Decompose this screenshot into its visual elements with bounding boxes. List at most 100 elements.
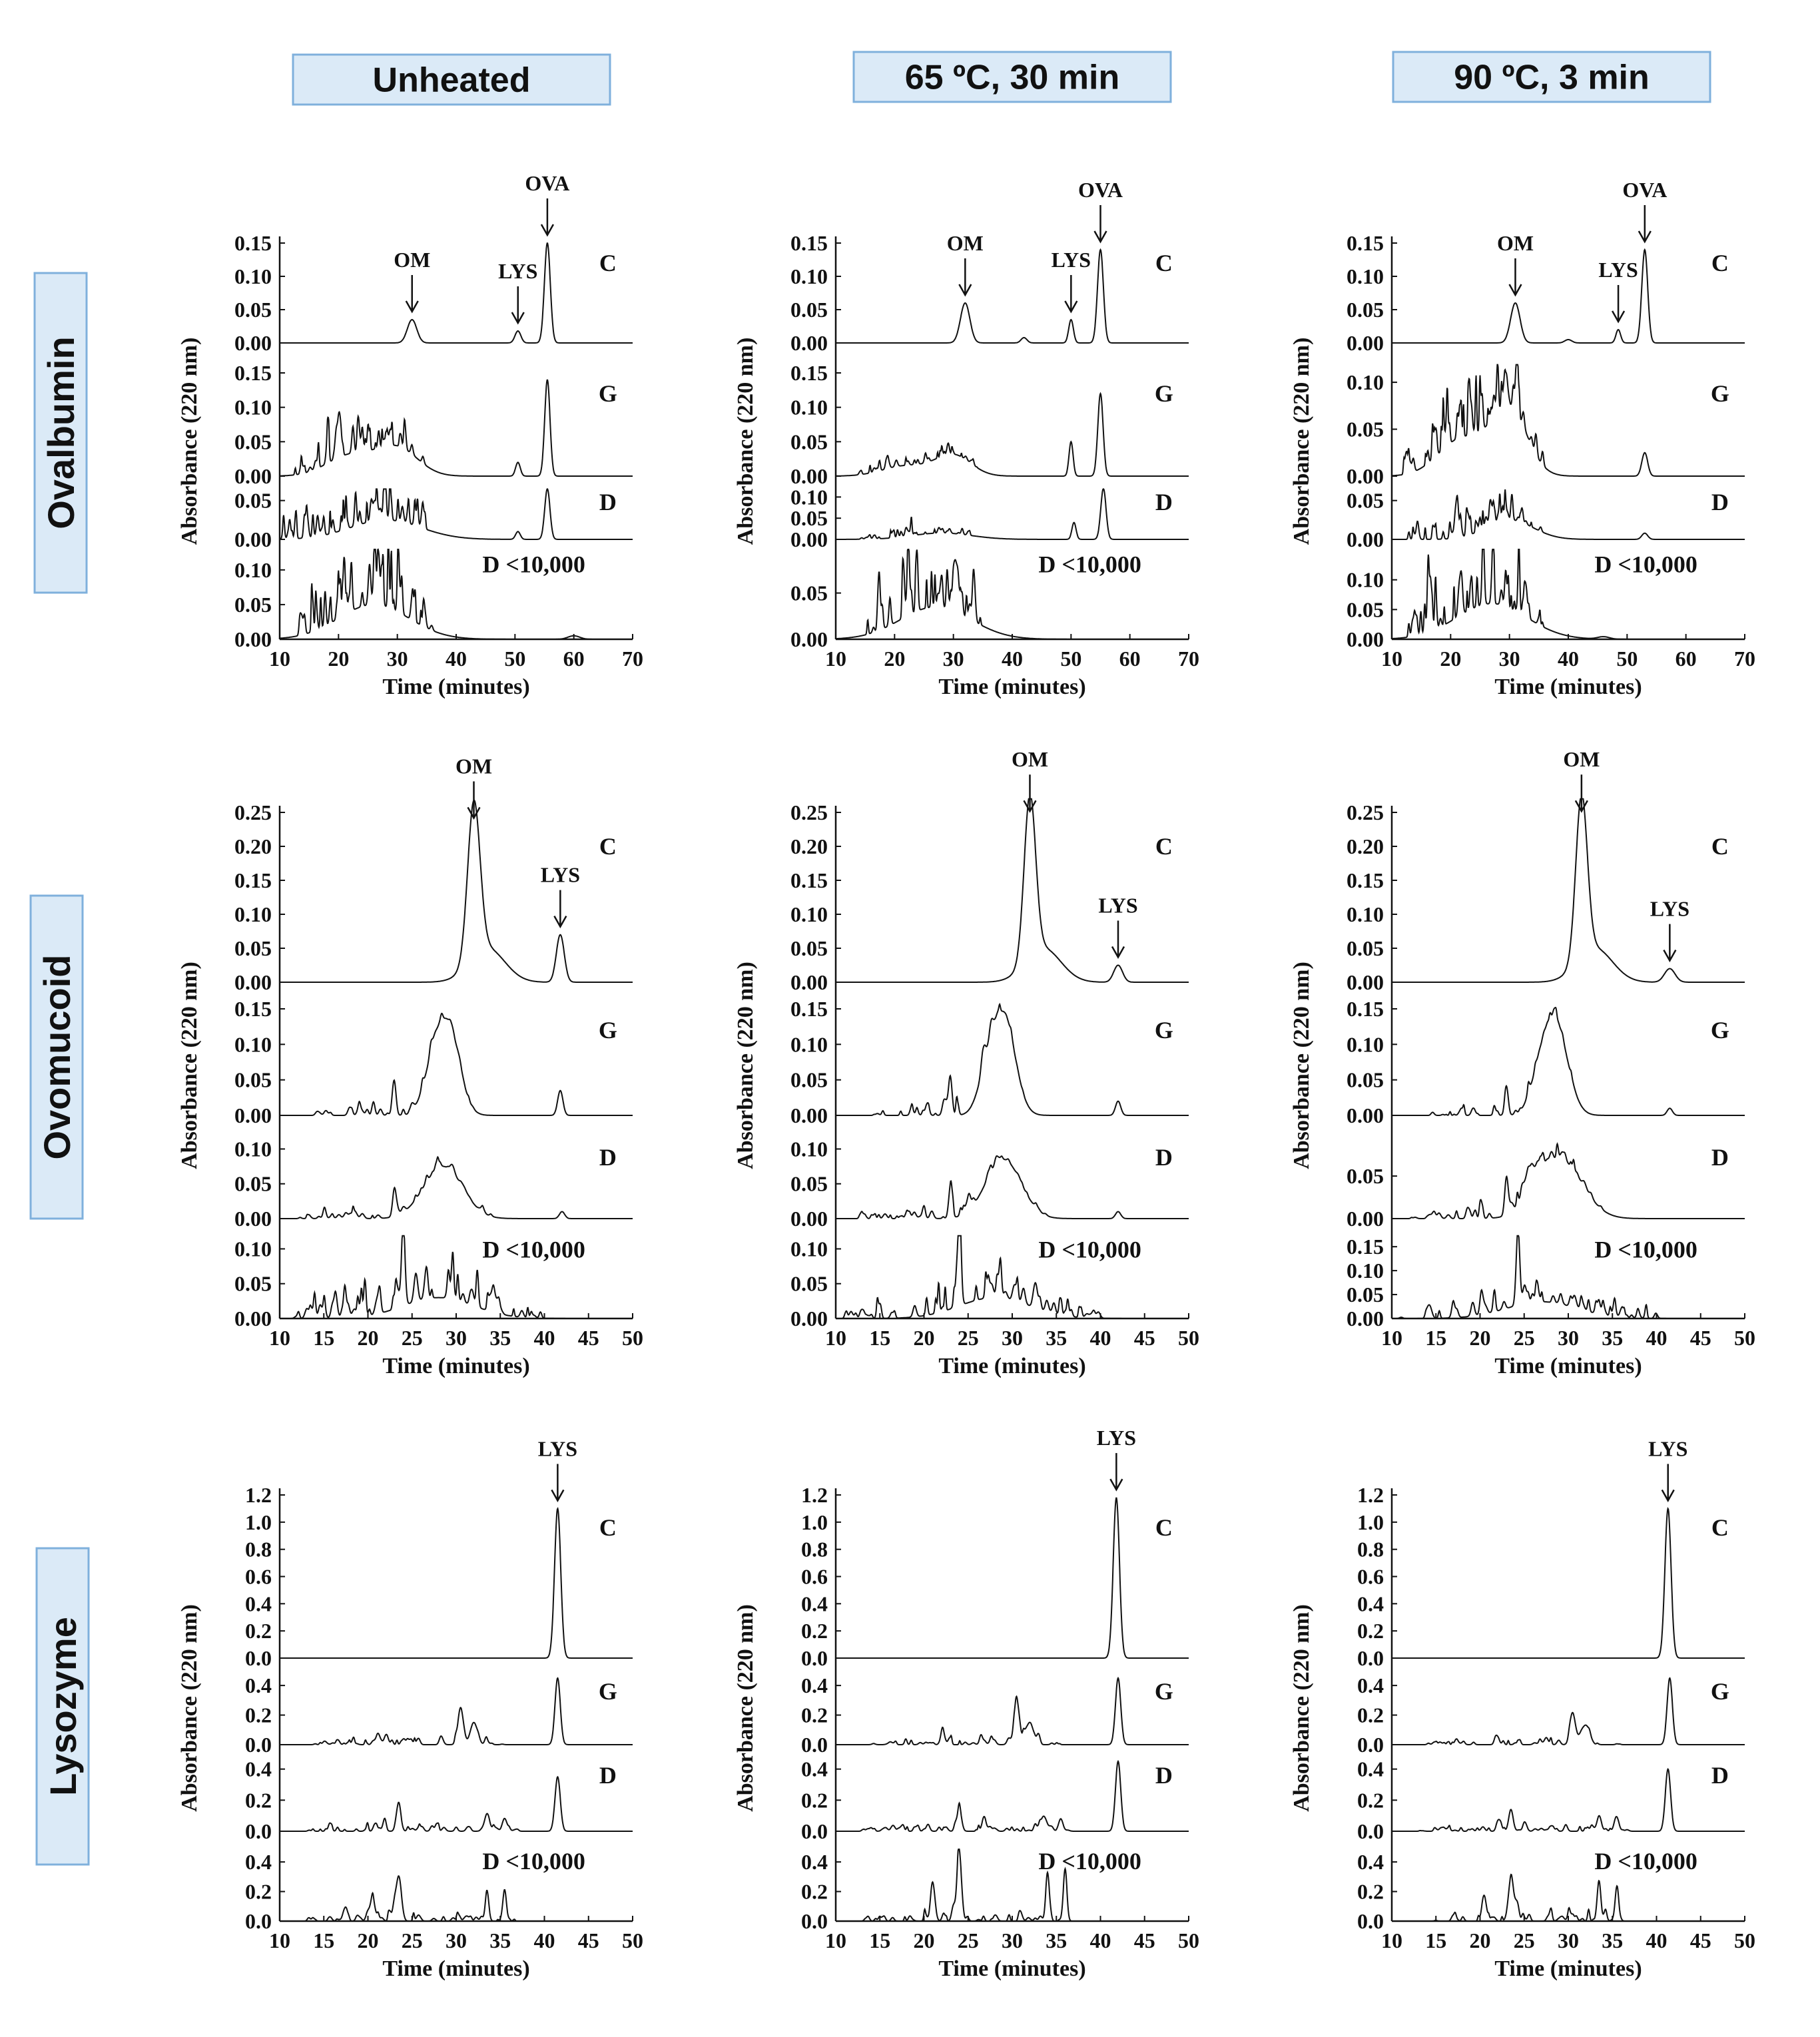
y-tick-label: 0.0 — [245, 1733, 272, 1757]
x-tick-label: 30 — [446, 1326, 467, 1350]
y-tick-label: 0.05 — [1347, 489, 1384, 513]
x-tick-label: 50 — [1178, 1326, 1199, 1350]
x-tick-label: 40 — [534, 1928, 555, 1952]
x-tick-label: 20 — [328, 647, 349, 671]
y-tick-label: 0.2 — [245, 1703, 272, 1727]
y-tick-label: 0.0 — [1357, 1819, 1384, 1843]
chromatogram-panel: 10 15 20 25 30 35 40 45 50 Time (minutes) Absorban… — [177, 754, 643, 1378]
trace: 0.15 0.10 0.05 0.00 C — [790, 231, 1189, 355]
trace-line — [280, 242, 633, 344]
trace-label: G — [599, 380, 617, 407]
x-tick-label: 25 — [402, 1928, 423, 1952]
y-tick-label: 0.0 — [1357, 1733, 1384, 1757]
y-tick-label: 0.0 — [801, 1733, 828, 1757]
trace-line — [836, 1849, 1189, 1922]
y-tick-label: 0.10 — [1347, 568, 1384, 592]
y-tick-label: 0.8 — [245, 1538, 272, 1562]
y-tick-label: 0.00 — [1347, 527, 1384, 551]
x-tick-label: 30 — [1002, 1326, 1023, 1350]
y-tick-label: 0.0 — [1357, 1646, 1384, 1670]
y-tick-label: 0.05 — [790, 1172, 828, 1196]
y-tick-label: 0.15 — [1347, 868, 1384, 892]
arrow-down-icon — [1574, 800, 1588, 813]
y-tick-label: 0.4 — [801, 1850, 828, 1874]
trace-line — [1392, 1142, 1745, 1219]
x-tick-label: 10 — [825, 1326, 846, 1350]
y-tick-label: 0.15 — [234, 997, 272, 1021]
x-tick-label: 45 — [1690, 1928, 1711, 1952]
y-tick-label: 0.05 — [234, 1068, 272, 1092]
row-header-label: Lysozyme — [42, 1617, 84, 1796]
trace-label: C — [599, 833, 617, 860]
y-tick-label: 0.10 — [1347, 264, 1384, 288]
y-tick-label: 0.05 — [234, 489, 272, 513]
arrow-down-icon — [1111, 946, 1125, 960]
trace-line — [1392, 248, 1745, 344]
y-tick-label: 0.10 — [234, 902, 272, 926]
trace: 0.4 0.2 0.0 D — [1357, 1757, 1745, 1843]
trace-label: G — [1155, 380, 1173, 407]
y-tick-label: 0.4 — [801, 1673, 828, 1697]
x-tick-label: 25 — [958, 1326, 979, 1350]
y-tick-label: 1.2 — [245, 1483, 272, 1507]
x-tick-label: 50 — [1060, 647, 1081, 671]
x-tick-label: 20 — [1470, 1928, 1491, 1952]
y-tick-label: 0.10 — [790, 902, 828, 926]
x-tick-label: 45 — [578, 1326, 599, 1350]
y-tick-label: 0.05 — [1347, 1164, 1384, 1188]
peak-annotation: OM — [455, 754, 492, 820]
x-tick-label: 40 — [1646, 1928, 1668, 1952]
peak-label: LYS — [1097, 1426, 1136, 1450]
peak-annotation: LYS — [538, 1436, 577, 1502]
x-tick-label: 50 — [504, 647, 525, 671]
trace-label: D — [1155, 1762, 1173, 1789]
x-tick-label: 15 — [869, 1928, 890, 1952]
trace-line — [280, 1012, 633, 1116]
y-tick-label: 0.05 — [234, 298, 272, 322]
y-tick-label: 0.15 — [1347, 997, 1384, 1021]
y-tick-label: 0.4 — [1357, 1757, 1384, 1781]
x-tick-label: 25 — [1514, 1928, 1535, 1952]
column-header-label: 90 ºC, 3 min — [1454, 59, 1650, 97]
x-tick-label: 70 — [622, 647, 643, 671]
trace-line — [836, 1235, 1189, 1319]
y-tick-label: 0.00 — [1347, 627, 1384, 651]
y-tick-label: 0.2 — [245, 1880, 272, 1904]
peak-label: LYS — [538, 1436, 577, 1460]
trace-label: D — [1155, 1144, 1173, 1171]
x-tick-label: 40 — [1002, 647, 1023, 671]
trace-label: D — [1155, 489, 1173, 515]
trace-label: D <10,000 — [1594, 1848, 1697, 1875]
peak-annotation: OM — [394, 248, 430, 314]
x-tick-label: 10 — [269, 1928, 290, 1952]
y-tick-label: 0.2 — [1357, 1703, 1384, 1727]
row-header-box — [33, 272, 88, 594]
trace-line — [279, 379, 633, 477]
x-tick-label: 45 — [1134, 1928, 1155, 1952]
y-tick-label: 0.05 — [1347, 597, 1384, 621]
y-tick-label: 0.0 — [245, 1909, 272, 1933]
trace: 0.4 0.2 0.0 D <10,000 — [1357, 1848, 1745, 1933]
y-tick-label: 0.20 — [234, 834, 272, 858]
x-tick-label: 35 — [489, 1326, 511, 1350]
row-header-label: Ovalbumin — [40, 336, 82, 529]
x-axis-title: Time (minutes) — [938, 675, 1085, 699]
peak-annotation: LYS — [541, 863, 580, 929]
chromatogram-panel: 10 15 20 25 30 35 40 45 50 Time (minutes) Absorban… — [733, 1426, 1199, 1981]
trace: 0.05 0.00 D <10,000 — [790, 549, 1189, 651]
y-tick-label: 0.0 — [1357, 1909, 1384, 1933]
trace-line — [280, 1506, 633, 1659]
trace-label: D <10,000 — [1594, 551, 1697, 578]
x-tick-label: 70 — [1178, 647, 1199, 671]
trace-line — [280, 1677, 633, 1745]
trace: 0.15 0.10 0.05 0.00 G — [790, 997, 1189, 1127]
arrow-down-icon — [1109, 1478, 1123, 1492]
trace: 0.10 0.05 0.00 D — [790, 1137, 1189, 1231]
trace-line — [1392, 1506, 1745, 1659]
trace: 0.4 0.2 0.0 D <10,000 — [245, 1848, 633, 1933]
chromatogram-panel: 10 20 30 40 50 60 70 Time (minutes) Absorbance (… — [1289, 178, 1755, 699]
trace-label: D <10,000 — [1038, 551, 1141, 578]
peak-label: OVA — [525, 171, 569, 195]
x-tick-label: 20 — [914, 1928, 935, 1952]
